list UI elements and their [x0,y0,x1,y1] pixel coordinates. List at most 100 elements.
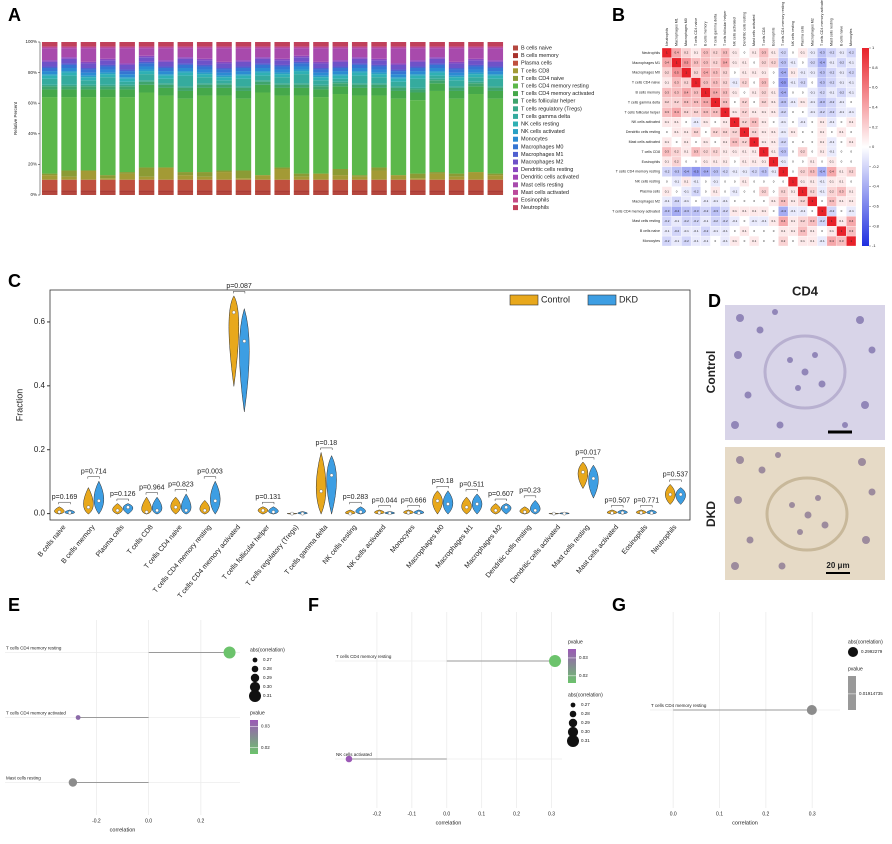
bar-segment [410,71,426,75]
bar-segment [119,42,135,47]
cell-value: 0.1 [674,130,679,134]
bar-segment [390,98,407,176]
bar-segment [313,89,329,98]
cell-value: -0.3 [693,209,699,213]
p-value-label: p=0.18 [432,478,454,485]
bar-segment [390,179,407,191]
median-dot [144,510,149,514]
bar-segment [351,42,368,47]
cell-value: -0.1 [800,120,806,124]
cell-value: 0 [841,209,843,213]
cell-value: 0 [666,130,668,134]
cell-value: 1 [773,160,775,164]
bar-segment [410,89,426,93]
bar-segment [468,83,484,87]
significance-bracket [262,501,275,505]
bar-segment [371,46,387,49]
cell-value: 0.2 [694,130,699,134]
cell-value: -0.2 [703,229,709,233]
cell-value: 0 [841,150,843,154]
cell-value: 0.4 [830,170,835,174]
cell-value: -0.2 [722,170,728,174]
bar-segment [196,69,213,73]
bar-segment [100,74,116,78]
cell-value: 0 [773,239,775,243]
legend-swatch [513,113,518,119]
legend-swatch [513,45,518,51]
bar-segment [313,42,329,47]
panel-label: B [612,5,625,25]
bar-segment [119,191,135,195]
scale-bar-label: 20 μm [826,561,849,570]
colorbar-label: 0.2 [872,124,878,129]
cell-value: -0.2 [829,209,835,213]
bar-segment [235,46,252,49]
bar-segment [100,190,116,192]
bar-segment [351,72,368,76]
bar-segment [158,87,174,96]
bar-segment [487,60,504,62]
bar-segment [41,97,58,174]
bar-segment [332,81,349,84]
bar-segment [371,190,387,192]
colorbar [250,720,258,754]
bar-segment [196,191,213,195]
cell-value: 0.1 [820,120,825,124]
bar-segment [61,63,77,65]
cell-value: 0 [695,199,697,203]
bar-segment [216,83,232,85]
median-dot [348,511,352,516]
size-legend-label: 0.31 [263,693,272,698]
y-tick-label: 0.2 [34,445,46,454]
bar-segment [332,86,349,95]
cell-value: -0.2 [819,110,825,114]
cell-value: 0.1 [684,140,689,144]
cell-value: 0 [734,100,736,104]
p-value-label: p=0.714 [81,469,107,476]
bar-segment [177,64,194,69]
x-tick-label: 0.3 [809,811,816,817]
bar-segment [61,86,77,90]
y-tick-label: T cells CD4 memory resting [336,654,392,659]
cell-value: 0.4 [674,51,679,55]
bar-segment [235,179,252,191]
cell-value: -0.1 [771,170,777,174]
bar-segment [293,179,310,191]
bar-segment [313,97,329,174]
cell-value: 0.1 [830,160,835,164]
bar-segment [61,42,77,47]
cell-value: -0.1 [693,179,699,183]
bar-segment [274,95,290,168]
bar-segment [429,190,445,192]
median-dot [562,511,567,516]
bar-segment [138,179,155,191]
bar-segment [61,170,77,177]
bar-segment [177,87,194,91]
violin [228,295,240,387]
bar-segment [138,167,155,177]
median-dot [271,510,276,514]
median-dot [406,510,411,515]
p-value-label: p=0.003 [197,469,223,476]
bar-segment [332,75,349,79]
plot-background [335,612,562,808]
bar-segment [80,68,97,70]
cell-value: -0.1 [742,170,748,174]
bar-segment [410,92,426,101]
median-dot [639,510,643,515]
cell-value: 0.1 [801,239,806,243]
bar-segment [448,87,465,91]
bar-segment [390,90,407,99]
colorbar-label: 0.03 [261,724,270,729]
row-label: Eosinophils [642,160,661,164]
bar-segment [255,72,271,76]
cell-value: -0.2 [849,51,855,55]
cell-value: -0.1 [790,80,796,84]
cell-value: 0 [734,179,736,183]
legend-swatch [513,60,518,66]
bar-segment [61,57,77,59]
cell-value: 0 [734,229,736,233]
cell-value: 0.2 [723,80,728,84]
bar-segment [429,71,445,73]
cell-value: 1 [734,120,736,124]
